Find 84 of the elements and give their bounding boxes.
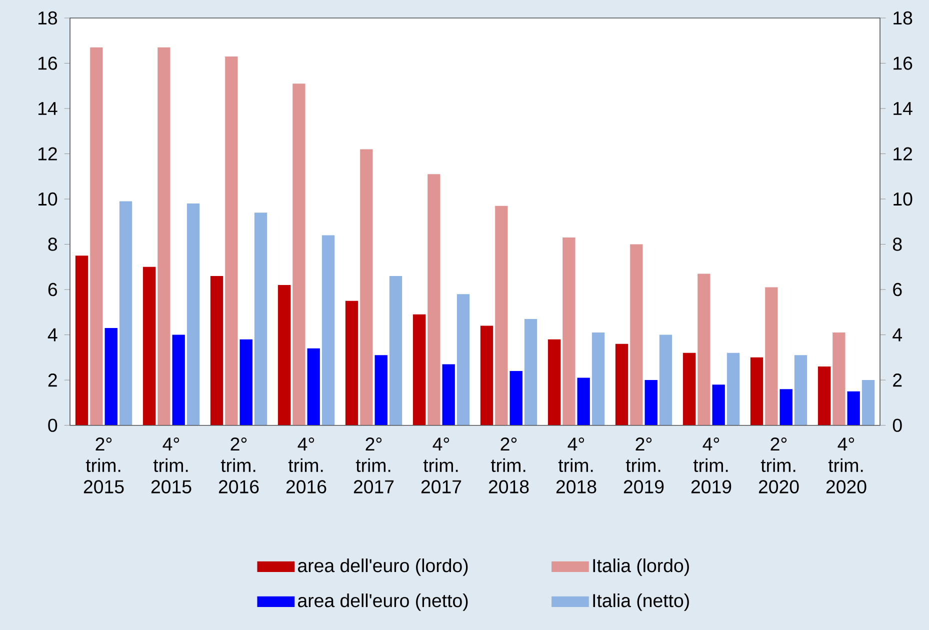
bar	[726, 352, 740, 426]
y2-tick-label: 0	[48, 418, 58, 432]
legend-label: area dell'euro (lordo)	[298, 558, 468, 576]
bar	[524, 318, 538, 426]
bar	[456, 294, 470, 426]
y-tick-label: 4	[892, 328, 902, 342]
y-tick-label: 6	[893, 282, 902, 296]
x-tick-label: 4° trim. 2015	[151, 437, 192, 494]
bar	[480, 326, 494, 426]
x-tick-label: 4° trim. 2020	[826, 437, 866, 494]
y2-tick-label: 18	[38, 11, 58, 25]
bar	[510, 371, 522, 426]
x-tick-label: 2° trim. 2018	[488, 437, 529, 494]
x-tick-label: 4° trim. 2016	[286, 437, 326, 494]
y2-tick-label: 14	[38, 102, 58, 115]
bar	[322, 235, 335, 426]
bar	[548, 339, 561, 426]
x-tick-label: 4° trim. 2018	[556, 437, 596, 494]
bar	[644, 380, 658, 426]
y-tick-label: 0	[892, 418, 902, 432]
y-tick-label: 8	[892, 238, 902, 251]
bar	[278, 285, 291, 426]
x-tick-label: 2° trim. 2019	[624, 437, 664, 494]
bar	[818, 366, 831, 426]
bar	[172, 334, 185, 426]
bar	[630, 244, 643, 426]
y2-tick-label: 4	[48, 328, 58, 342]
bar	[119, 201, 132, 426]
bar	[389, 276, 402, 426]
bar	[562, 237, 576, 426]
y-tick-label: 2	[893, 374, 902, 387]
bar	[659, 334, 672, 426]
bar	[292, 84, 306, 426]
bar	[862, 380, 875, 426]
bar	[780, 389, 792, 426]
bar	[495, 206, 508, 426]
x-tick-label: 2° trim. 2015	[84, 437, 124, 494]
bar	[832, 332, 846, 426]
bar	[750, 357, 764, 426]
bar	[360, 149, 373, 426]
bar	[794, 355, 808, 426]
bar	[307, 348, 320, 426]
legend-label: Italia (lordo)	[593, 558, 689, 576]
bar	[210, 276, 224, 426]
legend-label: area dell'euro (netto)	[298, 594, 468, 611]
bar	[186, 204, 200, 426]
legend-label: Italia (netto)	[593, 594, 689, 611]
bar	[75, 256, 88, 426]
y2-tick-label: 12	[38, 147, 57, 160]
bar	[345, 300, 358, 426]
bar	[577, 378, 590, 426]
bar	[682, 352, 696, 426]
y2-tick-label: 16	[38, 56, 57, 70]
bar	[158, 47, 170, 426]
y-tick-label: 14	[894, 102, 912, 115]
y2-tick-label: 10	[38, 192, 58, 206]
bar	[104, 328, 118, 426]
bar	[428, 174, 440, 426]
bar	[225, 56, 238, 426]
bar	[240, 339, 252, 426]
bar	[615, 344, 628, 426]
y-tick-label: 16	[894, 56, 912, 70]
y2-tick-label: 8	[48, 238, 58, 251]
y-tick-label: 12	[894, 147, 912, 160]
y-tick-label: 10	[894, 192, 912, 206]
x-tick-label: 4° trim. 2019	[691, 437, 732, 494]
x-tick-label: 2° trim. 2017	[354, 437, 394, 494]
bar	[442, 364, 455, 426]
bar	[847, 391, 860, 426]
bar	[698, 274, 710, 426]
y2-tick-label: 2	[48, 374, 57, 387]
x-tick-label: 2° trim. 2016	[218, 437, 259, 494]
bar	[142, 266, 156, 426]
x-tick-label: 2° trim. 2020	[758, 437, 799, 494]
bar	[90, 47, 103, 426]
y-tick-label: 18	[894, 11, 912, 25]
bar	[765, 287, 778, 426]
bar	[592, 332, 605, 426]
bar	[712, 384, 725, 426]
bar	[374, 355, 388, 426]
y2-tick-label: 6	[48, 282, 57, 296]
bar	[254, 212, 268, 426]
bar	[412, 314, 426, 426]
x-tick-label: 4° trim. 2017	[421, 437, 462, 494]
